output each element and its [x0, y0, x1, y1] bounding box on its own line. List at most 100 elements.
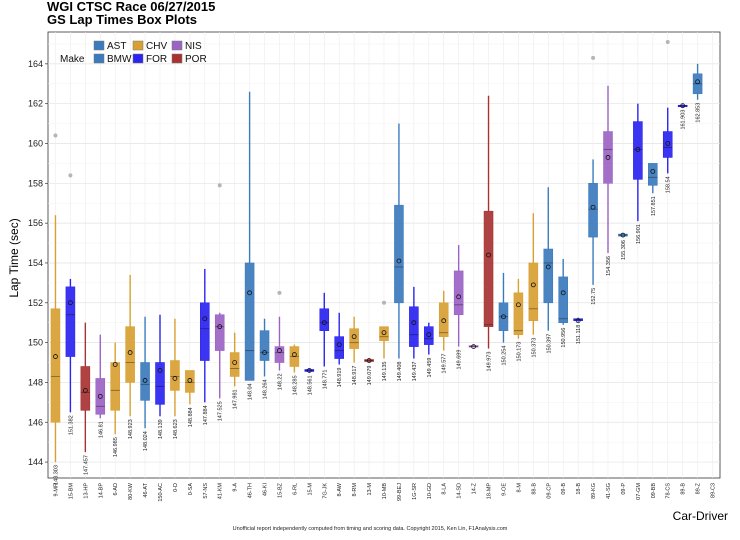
box-body: [513, 292, 524, 335]
median-label: 148.303: [53, 465, 59, 485]
mean-marker: [217, 324, 223, 330]
legend-item-ast: AST: [93, 40, 126, 52]
x-tick-label: 6-AD: [113, 483, 119, 496]
box-body: [424, 326, 434, 345]
median-label: 149.973: [487, 352, 493, 372]
mean-marker: [351, 334, 357, 340]
box-15-bz: 148.22: [274, 290, 285, 390]
box-8-m: 150.173: [513, 278, 524, 362]
footer-note: Unofficial report independently computed…: [233, 526, 508, 532]
y-tick-label: 146: [28, 417, 43, 427]
mean-marker: [665, 141, 671, 146]
median-label: 161.903: [681, 110, 687, 130]
legend-item-nis: NIS: [171, 40, 202, 52]
y-tick-label: 150: [28, 338, 43, 348]
x-tick-label: 41-SG: [606, 483, 612, 499]
outlier-point: [53, 133, 58, 138]
median-label: 150.373: [531, 338, 537, 358]
box-09-p: 155.306: [618, 232, 628, 260]
mean-marker: [112, 362, 118, 367]
box-body: [677, 104, 688, 108]
median-label: 148.139: [158, 419, 164, 439]
x-tick-label: 14-SD: [457, 483, 463, 499]
median-label: 147.457: [83, 455, 89, 475]
outlier-point: [382, 300, 386, 305]
box-0-d: 148.623: [170, 318, 180, 439]
box-series: 148.303 151.382 147.457 146.81 146.985 148.92…: [50, 39, 703, 485]
median-label: 146.985: [113, 437, 119, 457]
legend-item-por: POR: [171, 53, 207, 65]
x-tick-label: 1G-SR: [412, 483, 418, 500]
box-body: [50, 308, 61, 423]
outlier-point: [217, 183, 222, 188]
median-label: 148.561: [307, 375, 313, 395]
mean-marker: [426, 332, 432, 338]
mean-marker: [695, 79, 700, 85]
box-body: [140, 362, 150, 401]
mean-marker: [262, 350, 267, 355]
median-label: 150.173: [516, 342, 522, 362]
mean-marker: [366, 358, 372, 363]
box-9-mr: 148.303: [50, 133, 61, 485]
mean-marker: [247, 290, 253, 296]
x-tick-label: 07-GM: [636, 483, 642, 500]
y-tick-label: 164: [28, 59, 43, 69]
median-label: 148.024: [143, 431, 149, 451]
box-body: [244, 262, 255, 381]
box-body: [603, 131, 613, 184]
box-89-z: 162.853: [692, 63, 703, 123]
box-09-b: 150.956: [558, 258, 568, 348]
box-8-rm: 148.917: [349, 316, 359, 385]
median-label: 149.577: [442, 354, 448, 374]
x-tick-label: 46-AT: [143, 482, 149, 497]
median-label: 148.623: [173, 419, 179, 439]
box-9-a: 147.981: [229, 332, 240, 409]
x-tick-label: 57-NS: [203, 483, 209, 499]
x-tick-label: 10-GD: [427, 483, 433, 499]
median-label: 162.853: [696, 103, 702, 123]
legend-swatch: [93, 53, 105, 64]
y-tick-label: 154: [28, 258, 43, 268]
legend-swatch: [171, 40, 183, 51]
mean-marker: [590, 204, 596, 210]
legend-label: CHV: [146, 41, 167, 52]
x-tick-label: 14-BP: [98, 483, 104, 499]
median-label: 152.75: [591, 288, 597, 305]
x-tick-label: 0-SA: [188, 483, 194, 496]
outlier-point: [68, 173, 73, 178]
box-body: [409, 306, 419, 347]
x-tick-label: 8-RM: [352, 483, 358, 497]
legend-label: NIS: [185, 41, 202, 52]
box-18-b: 151.118: [573, 317, 583, 344]
mean-marker: [545, 264, 551, 270]
legend-label: AST: [107, 41, 126, 52]
mean-marker: [650, 168, 656, 174]
y-tick-label: 152: [28, 298, 43, 308]
median-label: 147.884: [203, 405, 209, 425]
x-tick-label: 0-D: [173, 483, 179, 492]
x-tick-label: 8-LA: [442, 483, 448, 495]
box-13-m: 149.079: [364, 358, 374, 385]
legend: AST BMW CHV FOR NIS POR: [93, 40, 207, 65]
box-15-m: 148.561: [304, 368, 315, 395]
outlier-point: [665, 39, 670, 44]
x-tick-label: 89-Z: [696, 482, 702, 494]
x-tick-label: 15-BZ: [277, 482, 283, 498]
x-tick-label: 46-KI: [263, 483, 269, 497]
box-7g-jk: 148.771: [319, 292, 330, 389]
box-57-ns: 147.884: [200, 268, 210, 425]
mean-marker: [381, 330, 387, 336]
box-body: [65, 286, 76, 357]
box-89-kg: 152.75: [588, 55, 598, 305]
median-label: 148.285: [292, 375, 298, 395]
median-label: 146.81: [98, 421, 104, 438]
box-46-ki: 148.264: [259, 318, 270, 399]
median-label: 148.919: [337, 368, 343, 388]
x-tick-label: 14-Z: [472, 482, 478, 494]
box-body: [662, 131, 673, 158]
mean-marker: [277, 348, 282, 353]
median-label: 150.397: [546, 334, 552, 354]
mean-marker: [157, 368, 163, 373]
box-body: [543, 248, 554, 304]
mean-marker: [560, 290, 566, 296]
